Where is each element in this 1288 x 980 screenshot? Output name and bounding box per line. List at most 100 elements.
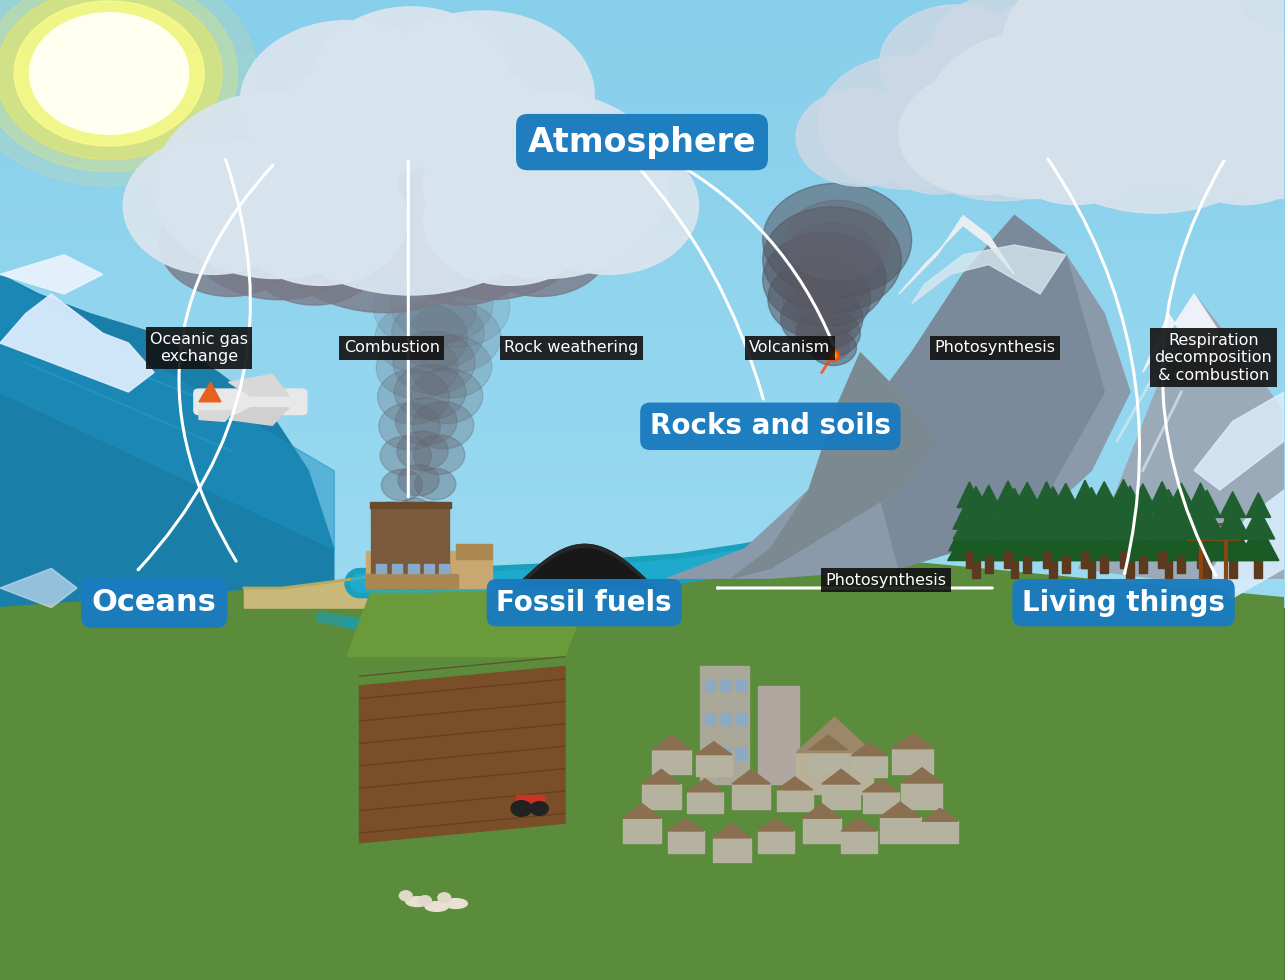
Polygon shape (958, 487, 993, 517)
Circle shape (1186, 51, 1279, 121)
Circle shape (397, 431, 448, 470)
Polygon shape (912, 245, 1065, 304)
Bar (456, 559, 492, 588)
Circle shape (424, 154, 596, 285)
Polygon shape (970, 499, 1007, 534)
Polygon shape (893, 733, 934, 749)
Bar (388, 505, 411, 588)
Polygon shape (0, 294, 155, 392)
Circle shape (762, 207, 902, 313)
Circle shape (354, 89, 529, 223)
Bar (735, 713, 746, 725)
Circle shape (408, 302, 501, 372)
Polygon shape (1193, 490, 1221, 517)
Bar (705, 713, 715, 725)
Polygon shape (948, 512, 1005, 561)
Circle shape (377, 369, 450, 424)
Bar (735, 679, 746, 691)
Circle shape (314, 104, 452, 210)
Circle shape (412, 402, 474, 449)
Polygon shape (880, 802, 921, 817)
Circle shape (1283, 112, 1288, 175)
Circle shape (308, 86, 462, 205)
Bar (893, 749, 934, 774)
Polygon shape (732, 353, 938, 578)
Circle shape (810, 330, 857, 366)
Bar (641, 784, 680, 808)
Bar (1087, 554, 1095, 578)
Polygon shape (1141, 510, 1182, 551)
Circle shape (1151, 120, 1231, 180)
Text: Fossil fuels: Fossil fuels (496, 589, 672, 616)
Bar (425, 502, 451, 508)
Bar (802, 818, 841, 843)
Polygon shape (975, 485, 1002, 513)
Bar (851, 756, 887, 777)
Polygon shape (667, 216, 1130, 578)
Polygon shape (1123, 497, 1162, 534)
Polygon shape (1105, 493, 1142, 529)
Circle shape (817, 335, 850, 361)
Polygon shape (994, 481, 1021, 508)
Circle shape (974, 0, 1132, 120)
Circle shape (1003, 0, 1195, 115)
Circle shape (1158, 70, 1288, 184)
Circle shape (899, 73, 1059, 195)
Bar (696, 755, 732, 776)
Polygon shape (1050, 483, 1081, 513)
Circle shape (0, 0, 222, 160)
Polygon shape (696, 742, 732, 755)
Bar (705, 748, 715, 760)
Polygon shape (1006, 495, 1048, 534)
Polygon shape (1011, 482, 1043, 513)
Circle shape (413, 435, 465, 474)
Circle shape (493, 178, 609, 267)
Text: Rocks and soils: Rocks and soils (650, 413, 891, 440)
Circle shape (1167, 87, 1288, 205)
Circle shape (0, 0, 256, 186)
Circle shape (793, 297, 850, 340)
Circle shape (786, 200, 889, 280)
Circle shape (160, 188, 300, 296)
Bar (735, 748, 746, 760)
Circle shape (782, 246, 868, 313)
Circle shape (783, 271, 855, 326)
Circle shape (519, 137, 698, 274)
Polygon shape (989, 514, 1041, 561)
Polygon shape (822, 769, 860, 784)
Circle shape (238, 178, 354, 267)
Ellipse shape (444, 899, 468, 908)
Circle shape (259, 150, 416, 270)
Polygon shape (0, 568, 77, 608)
Ellipse shape (425, 902, 448, 911)
Circle shape (240, 21, 456, 185)
Bar (777, 790, 813, 811)
Polygon shape (999, 488, 1030, 517)
Circle shape (1113, 90, 1227, 177)
Text: Respiration
decomposition
& combustion: Respiration decomposition & combustion (1154, 333, 1273, 382)
Polygon shape (902, 767, 943, 783)
Bar (705, 679, 715, 691)
Bar (439, 564, 450, 573)
Circle shape (419, 896, 431, 906)
Circle shape (438, 893, 451, 903)
Bar (424, 564, 434, 573)
Polygon shape (1100, 507, 1146, 551)
Circle shape (415, 468, 456, 500)
Bar (426, 505, 450, 588)
Bar (386, 502, 412, 508)
Polygon shape (1063, 508, 1106, 551)
Polygon shape (777, 777, 813, 790)
Polygon shape (922, 808, 958, 821)
Polygon shape (1101, 511, 1158, 561)
Polygon shape (687, 779, 723, 792)
Circle shape (381, 469, 422, 501)
Circle shape (876, 100, 999, 194)
Polygon shape (994, 502, 1036, 539)
Circle shape (0, 0, 237, 172)
Polygon shape (1215, 506, 1251, 539)
Circle shape (781, 287, 863, 350)
Bar (809, 750, 848, 774)
Polygon shape (1166, 483, 1197, 513)
Circle shape (394, 365, 466, 419)
